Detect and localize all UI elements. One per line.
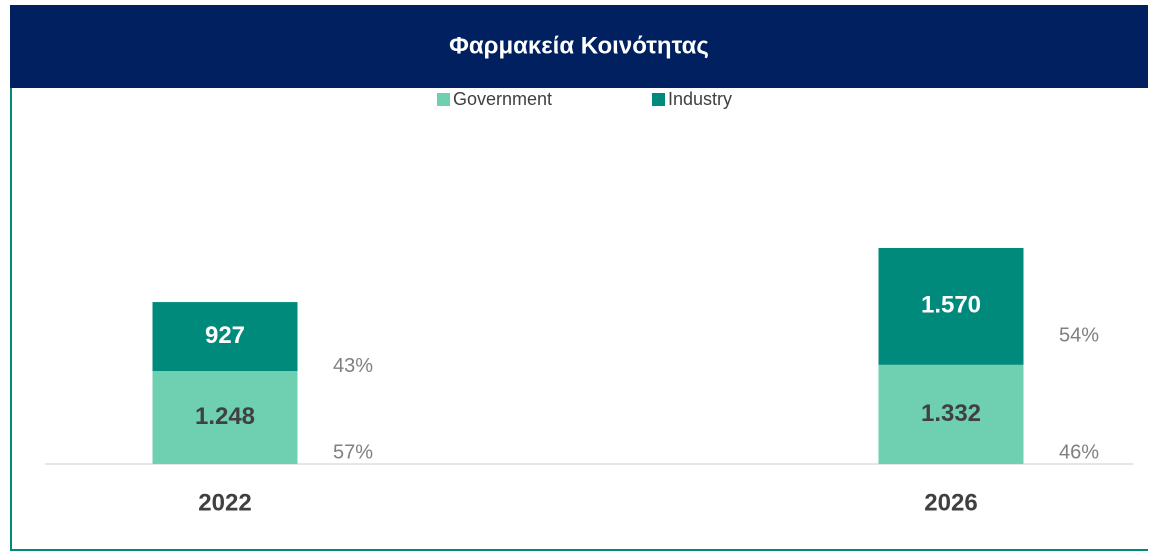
share-label: 43%	[333, 355, 373, 377]
share-label: 46%	[1059, 441, 1099, 463]
value-label: 927	[205, 322, 245, 349]
bar-segment	[152, 371, 298, 464]
value-label: 1.248	[195, 403, 255, 430]
legend-label: Industry	[668, 89, 732, 109]
chart-title: Φαρμακεία Κοινότητας	[449, 32, 709, 59]
value-label: 1.332	[921, 400, 981, 427]
legend-label: Government	[453, 89, 552, 109]
header-band	[10, 5, 1148, 88]
legend-swatch	[652, 93, 665, 106]
x-tick-label: 2022	[198, 489, 251, 516]
bar-segment	[878, 364, 1024, 464]
x-tick-label: 2026	[924, 489, 977, 516]
legend-swatch	[437, 93, 450, 106]
share-label: 57%	[333, 441, 373, 463]
bar-segment	[152, 302, 298, 372]
share-label: 54%	[1059, 325, 1099, 347]
value-label: 1.570	[921, 292, 981, 319]
bar-segment	[878, 247, 1024, 365]
